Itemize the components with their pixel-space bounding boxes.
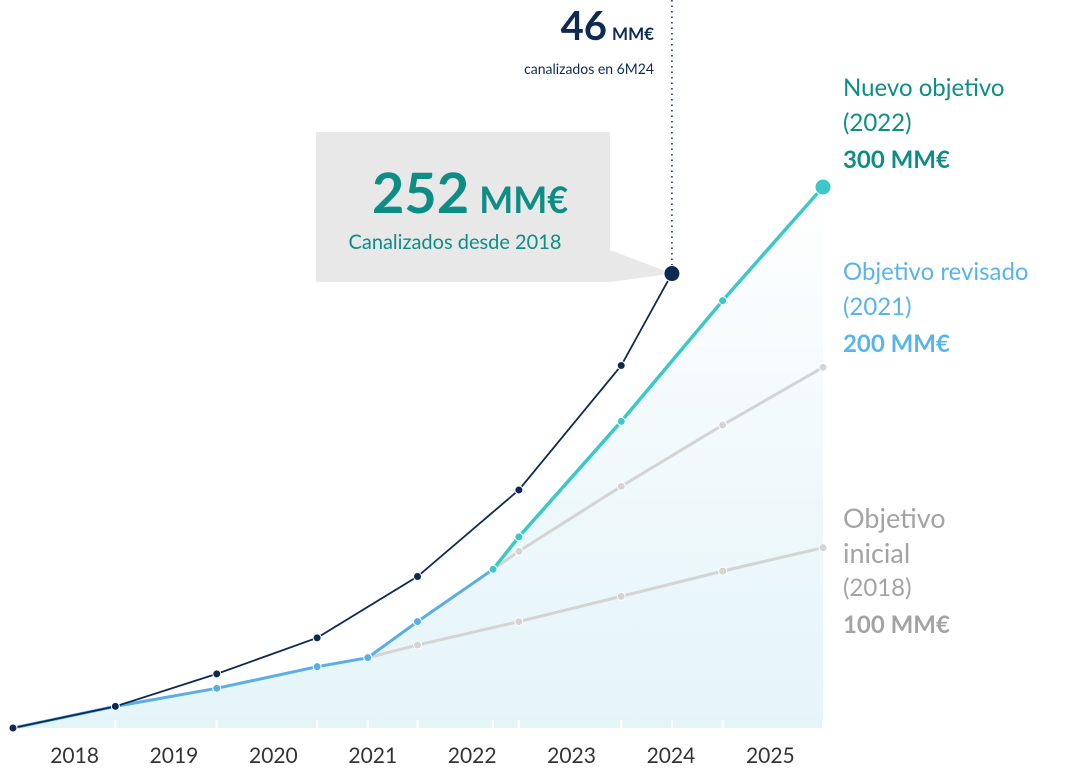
series-target: 300 MM€ <box>843 145 950 174</box>
series-period: (2018) <box>843 573 912 602</box>
point <box>616 481 626 491</box>
top-value: 46 MM€ <box>561 1 655 49</box>
series-target: 200 MM€ <box>843 329 950 358</box>
x-tick-label: 2018 <box>50 743 99 768</box>
point <box>814 178 832 196</box>
callout-value: 252 MM€ <box>372 158 568 225</box>
series-name: Nuevo objetivo <box>843 73 1005 102</box>
point <box>514 532 524 542</box>
series-label: Objetivo revisado (2021) 200 MM€ <box>843 254 1071 361</box>
point <box>818 543 828 553</box>
x-tick-label: 2022 <box>448 743 497 768</box>
x-tick-label: 2024 <box>647 743 696 768</box>
x-tick-label: 2025 <box>746 743 795 768</box>
point <box>110 701 120 711</box>
line-actual <box>12 273 673 729</box>
x-tick-label: 2019 <box>150 743 199 768</box>
series-name: Objetivo inicial <box>843 501 946 569</box>
series-period: (2021) <box>843 292 912 321</box>
point <box>616 591 626 601</box>
callout-text: Canalizados desde 2018 <box>349 230 562 254</box>
callout-box <box>316 132 672 282</box>
point <box>616 361 626 371</box>
point <box>312 662 322 672</box>
point <box>514 617 524 627</box>
x-tick-label: 2023 <box>547 743 596 768</box>
point <box>363 653 373 663</box>
point <box>718 296 728 306</box>
point <box>413 572 423 582</box>
point <box>212 669 222 679</box>
top-text: canalizados en 6M24 <box>524 60 654 77</box>
point <box>312 633 322 643</box>
point <box>413 617 423 627</box>
x-tick-label: 2021 <box>348 743 397 768</box>
point <box>616 416 626 426</box>
top-number: 46 <box>561 1 607 49</box>
series-label: Objetivo inicial (2018) 100 MM€ <box>843 500 993 642</box>
point <box>514 546 524 556</box>
series-name: Objetivo revisado <box>843 257 1029 286</box>
point <box>8 723 18 733</box>
series-label: Nuevo objetivo (2022) 300 MM€ <box>843 70 1071 177</box>
series-period: (2022) <box>843 108 912 137</box>
point <box>818 362 828 372</box>
callout-number: 252 <box>372 158 469 225</box>
point <box>718 566 728 576</box>
point <box>488 564 498 574</box>
point <box>663 265 681 283</box>
x-tick-label: 2020 <box>249 743 298 768</box>
point <box>514 485 524 495</box>
point <box>212 683 222 693</box>
line-initial <box>367 546 824 660</box>
point <box>413 640 423 650</box>
point <box>718 420 728 430</box>
series-target: 100 MM€ <box>843 610 950 639</box>
callout-unit: MM€ <box>479 177 568 221</box>
top-unit: MM€ <box>612 23 654 44</box>
